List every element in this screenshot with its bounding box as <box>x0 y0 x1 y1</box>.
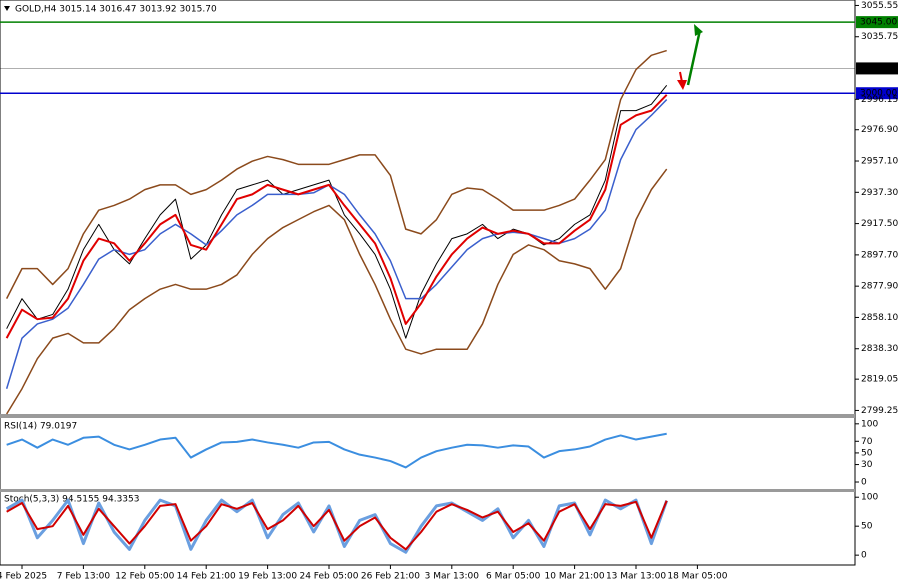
y-tick-label: 2957.10 <box>861 157 898 167</box>
x-tick-label: 24 Feb 05:00 <box>299 572 358 582</box>
x-tick-label: 19 Feb 13:00 <box>238 572 297 582</box>
y-tick-label: 2877.90 <box>861 282 898 292</box>
y-tick-label: 2937.30 <box>861 188 898 198</box>
series-line <box>6 432 667 469</box>
panel-separator <box>0 489 855 492</box>
y-tick-label: 2897.70 <box>861 250 898 260</box>
up-arrow-head <box>694 24 703 36</box>
y-tick-label: 2976.90 <box>861 125 898 135</box>
y-tick-label: 2996.15 <box>861 95 898 105</box>
y-tick-label: 3000.00 <box>860 89 897 99</box>
series-line <box>6 168 668 415</box>
level-label-box <box>856 87 898 100</box>
y-tick-label: 3055.55 <box>861 1 898 11</box>
y-tick-label: 2858.10 <box>861 313 898 323</box>
x-tick-label: 26 Feb 21:00 <box>361 572 420 582</box>
y-tick-label: 100 <box>861 493 878 503</box>
series-line <box>5 49 667 299</box>
y-tick-label: 50 <box>861 522 873 532</box>
y-tick-label: 70 <box>861 437 873 447</box>
series-line <box>6 500 668 551</box>
y-tick-label: 0 <box>861 551 867 561</box>
x-tick-label: 3 Mar 13:00 <box>425 572 480 582</box>
y-tick-label: 3045.00 <box>860 18 897 28</box>
series-line <box>5 94 668 339</box>
y-tick-label: 0 <box>861 478 867 488</box>
rsi-title: RSI(14) 79.0197 <box>4 422 77 432</box>
x-tick-label: 14 Feb 21:00 <box>177 572 236 582</box>
x-tick-label: 18 Mar 05:00 <box>667 572 727 582</box>
y-tick-label: 2819.05 <box>861 375 898 385</box>
y-tick-label: 30 <box>861 460 873 470</box>
y-tick-label: 100 <box>861 419 878 429</box>
x-tick-label: 4 Feb 2025 <box>0 572 47 582</box>
menu-triangle <box>4 6 10 11</box>
x-tick-label: 7 Feb 13:00 <box>57 572 111 582</box>
plot-frame <box>0 0 856 566</box>
series-line <box>6 85 668 339</box>
y-tick-label: 3015.70 <box>860 64 897 74</box>
x-tick-label: 13 Mar 13:00 <box>606 572 666 582</box>
y-tick-label: 2838.30 <box>861 344 898 354</box>
y-tick-label: 3035.75 <box>861 32 898 42</box>
up-arrow <box>686 29 702 86</box>
stoch-title: Stoch(5,3,3) 94.5155 94.3353 <box>4 495 139 505</box>
x-tick-label: 12 Feb 05:00 <box>115 572 174 582</box>
down-arrow-head <box>677 80 687 90</box>
panel-separator <box>0 414 855 418</box>
x-tick-label: 10 Mar 21:00 <box>545 572 605 582</box>
level-label-box <box>856 62 898 75</box>
y-tick-label: 2917.50 <box>861 219 898 229</box>
level-label-box <box>856 16 898 29</box>
x-tick-label: 6 Mar 05:00 <box>486 572 541 582</box>
chart-title: GOLD,H4 3015.14 3016.47 3013.92 3015.70 <box>15 5 217 15</box>
y-tick-label: 2799.25 <box>861 406 898 416</box>
y-tick-label: 50 <box>861 448 873 458</box>
